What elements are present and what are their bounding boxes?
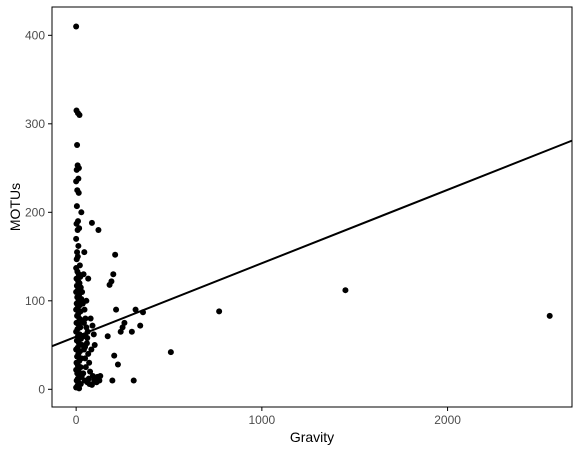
data-point [74, 249, 81, 256]
data-point [167, 349, 174, 356]
data-point [132, 306, 139, 313]
y-axis-title: MOTUs [7, 183, 23, 231]
data-point [74, 227, 81, 234]
data-point [73, 203, 80, 210]
data-point [89, 322, 96, 329]
y-tick-label: 400 [25, 28, 45, 42]
data-point [75, 189, 82, 196]
data-point [87, 368, 94, 375]
data-point [75, 242, 82, 249]
data-point [109, 377, 116, 384]
data-point [80, 271, 87, 278]
y-tick-label: 100 [25, 294, 45, 308]
x-axis: 0 1000 2000 [73, 407, 461, 427]
data-point [85, 350, 92, 357]
x-tick-label: 1000 [249, 413, 276, 427]
y-axis: 0 100 200 300 400 [25, 28, 52, 396]
data-point [82, 343, 89, 350]
data-point [76, 111, 83, 118]
data-point [80, 319, 87, 326]
data-point [216, 308, 223, 315]
data-point [73, 220, 80, 227]
data-point [74, 142, 81, 149]
data-point [130, 377, 137, 384]
data-point [128, 328, 135, 335]
data-point [79, 300, 86, 307]
data-point [74, 375, 81, 382]
y-tick-label: 300 [25, 117, 45, 131]
data-point [81, 306, 88, 313]
data-point [73, 178, 80, 185]
data-point [76, 385, 83, 392]
plot-panel-border [51, 6, 573, 408]
data-points [73, 23, 553, 392]
data-point [82, 364, 89, 371]
data-point [87, 315, 94, 322]
x-axis-title: Gravity [290, 429, 334, 445]
data-point [88, 381, 95, 388]
data-point [91, 342, 98, 349]
data-point [80, 370, 87, 377]
data-point [73, 23, 80, 30]
data-point [82, 355, 89, 362]
data-point [88, 219, 95, 226]
data-point [82, 333, 89, 340]
data-point [74, 370, 81, 377]
x-tick-label: 0 [73, 413, 80, 427]
data-point [342, 287, 349, 294]
y-tick-label: 0 [38, 382, 45, 396]
data-point [137, 322, 144, 329]
regression-line-layer [51, 139, 573, 348]
data-point [114, 361, 121, 368]
data-point [79, 288, 86, 295]
data-point [73, 235, 80, 242]
data-point [112, 251, 119, 258]
data-point [546, 312, 553, 319]
data-point [88, 346, 95, 353]
y-tick-label: 200 [25, 205, 45, 219]
regression-line [51, 139, 573, 348]
data-point [97, 373, 104, 380]
data-point [90, 331, 97, 338]
data-point [85, 275, 92, 282]
data-point [111, 352, 118, 359]
data-point [86, 359, 93, 366]
data-point [95, 227, 102, 234]
data-point [110, 271, 117, 278]
data-point [108, 278, 115, 285]
x-tick-label: 2000 [434, 413, 461, 427]
data-point [73, 166, 80, 173]
data-point [81, 249, 88, 256]
data-point [104, 333, 111, 340]
data-point [121, 319, 128, 326]
data-point [78, 209, 85, 216]
data-point [113, 306, 120, 313]
data-point [73, 256, 80, 263]
